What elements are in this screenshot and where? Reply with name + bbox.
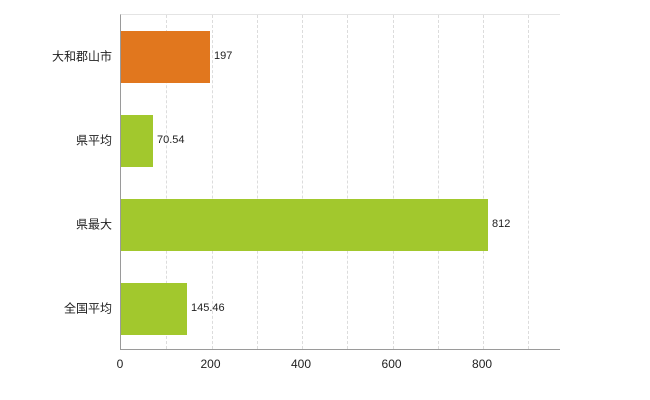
value-label: 197 [214, 50, 233, 62]
category-label: 県平均 [75, 133, 112, 148]
bar-県最大[interactable] [121, 199, 488, 251]
gridline [166, 15, 168, 349]
category-label: 大和郡山市 [51, 49, 112, 64]
category-label: 全国平均 [63, 301, 112, 316]
x-tick-label: 600 [381, 357, 402, 371]
x-tick-label: 200 [200, 357, 221, 371]
bar-全国平均[interactable] [121, 283, 187, 335]
value-label: 812 [492, 218, 511, 230]
category-label: 県最大 [75, 217, 112, 232]
bar-県平均[interactable] [121, 115, 153, 167]
value-label: 70.54 [157, 134, 185, 146]
gridline [528, 15, 530, 349]
gridline [211, 15, 213, 349]
gridline [302, 15, 304, 349]
value-label: 145.46 [191, 302, 225, 314]
gridline [483, 15, 485, 349]
gridline [256, 15, 258, 349]
bar-大和郡山市[interactable] [121, 31, 210, 83]
x-tick-label: 0 [116, 357, 124, 371]
plot-area [120, 14, 560, 350]
gridline [392, 15, 394, 349]
gridline [437, 15, 439, 349]
gridline [347, 15, 349, 349]
x-tick-label: 800 [472, 357, 493, 371]
x-tick-label: 400 [291, 357, 312, 371]
